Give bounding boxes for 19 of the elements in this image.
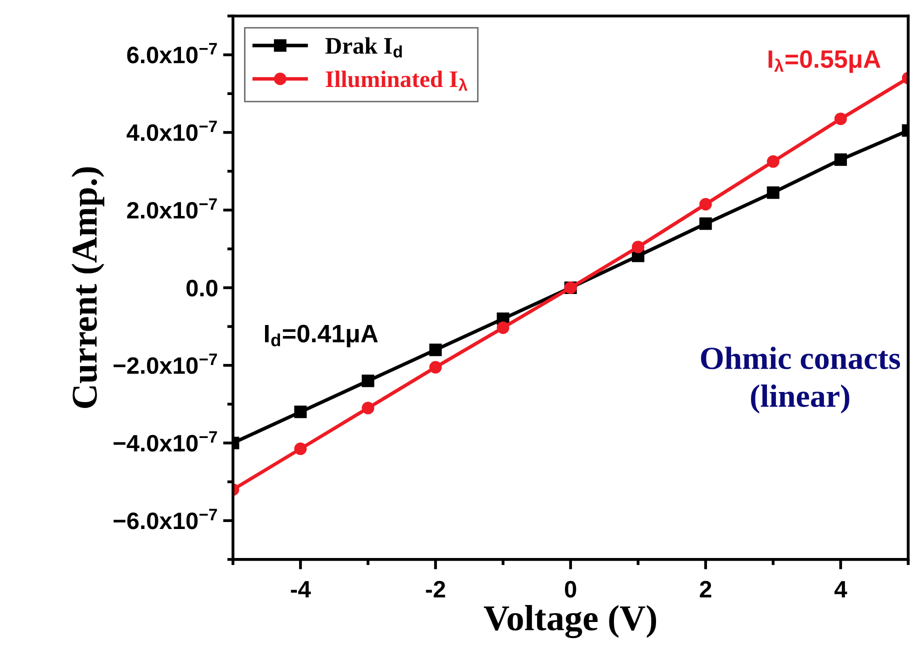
y-tick-label: −2.0x10$^{−7}$: [114, 354, 217, 374]
x-tick-label: -2: [426, 580, 446, 598]
y-tick-label: 0.0: [186, 280, 218, 296]
y-tick-label: −6.0x10$^{−7}$: [114, 508, 217, 530]
x-tick-label: -4: [290, 581, 311, 598]
y-tick-label: 4.0x10$^{−7}$: [126, 120, 217, 142]
y-axis-title: Current (Amp.): [72, 167, 104, 408]
y-tick-label: 6.0x10$^{−7}$: [127, 43, 217, 64]
x-axis-title: Voltage (V): [484, 605, 656, 638]
legend-label: Illuminated I$_{λ}$: [326, 70, 468, 91]
annotation: I$_{d}$=0.41μA: [265, 324, 378, 348]
y-tick-label: −4.0x10$^{−7}$: [114, 431, 217, 452]
x-tick-label: 4: [834, 581, 848, 598]
x-tick-label: 0: [564, 580, 576, 598]
annotation: I$_{λ}$=0.55μA: [768, 50, 880, 73]
annotation: Ohmic conacts (linear): [701, 346, 900, 414]
legend-label: Drak I$_{d}$: [325, 37, 402, 58]
y-tick-label: 2.0x10$^{−7}$: [127, 198, 217, 219]
x-tick-label: 2: [700, 580, 712, 598]
